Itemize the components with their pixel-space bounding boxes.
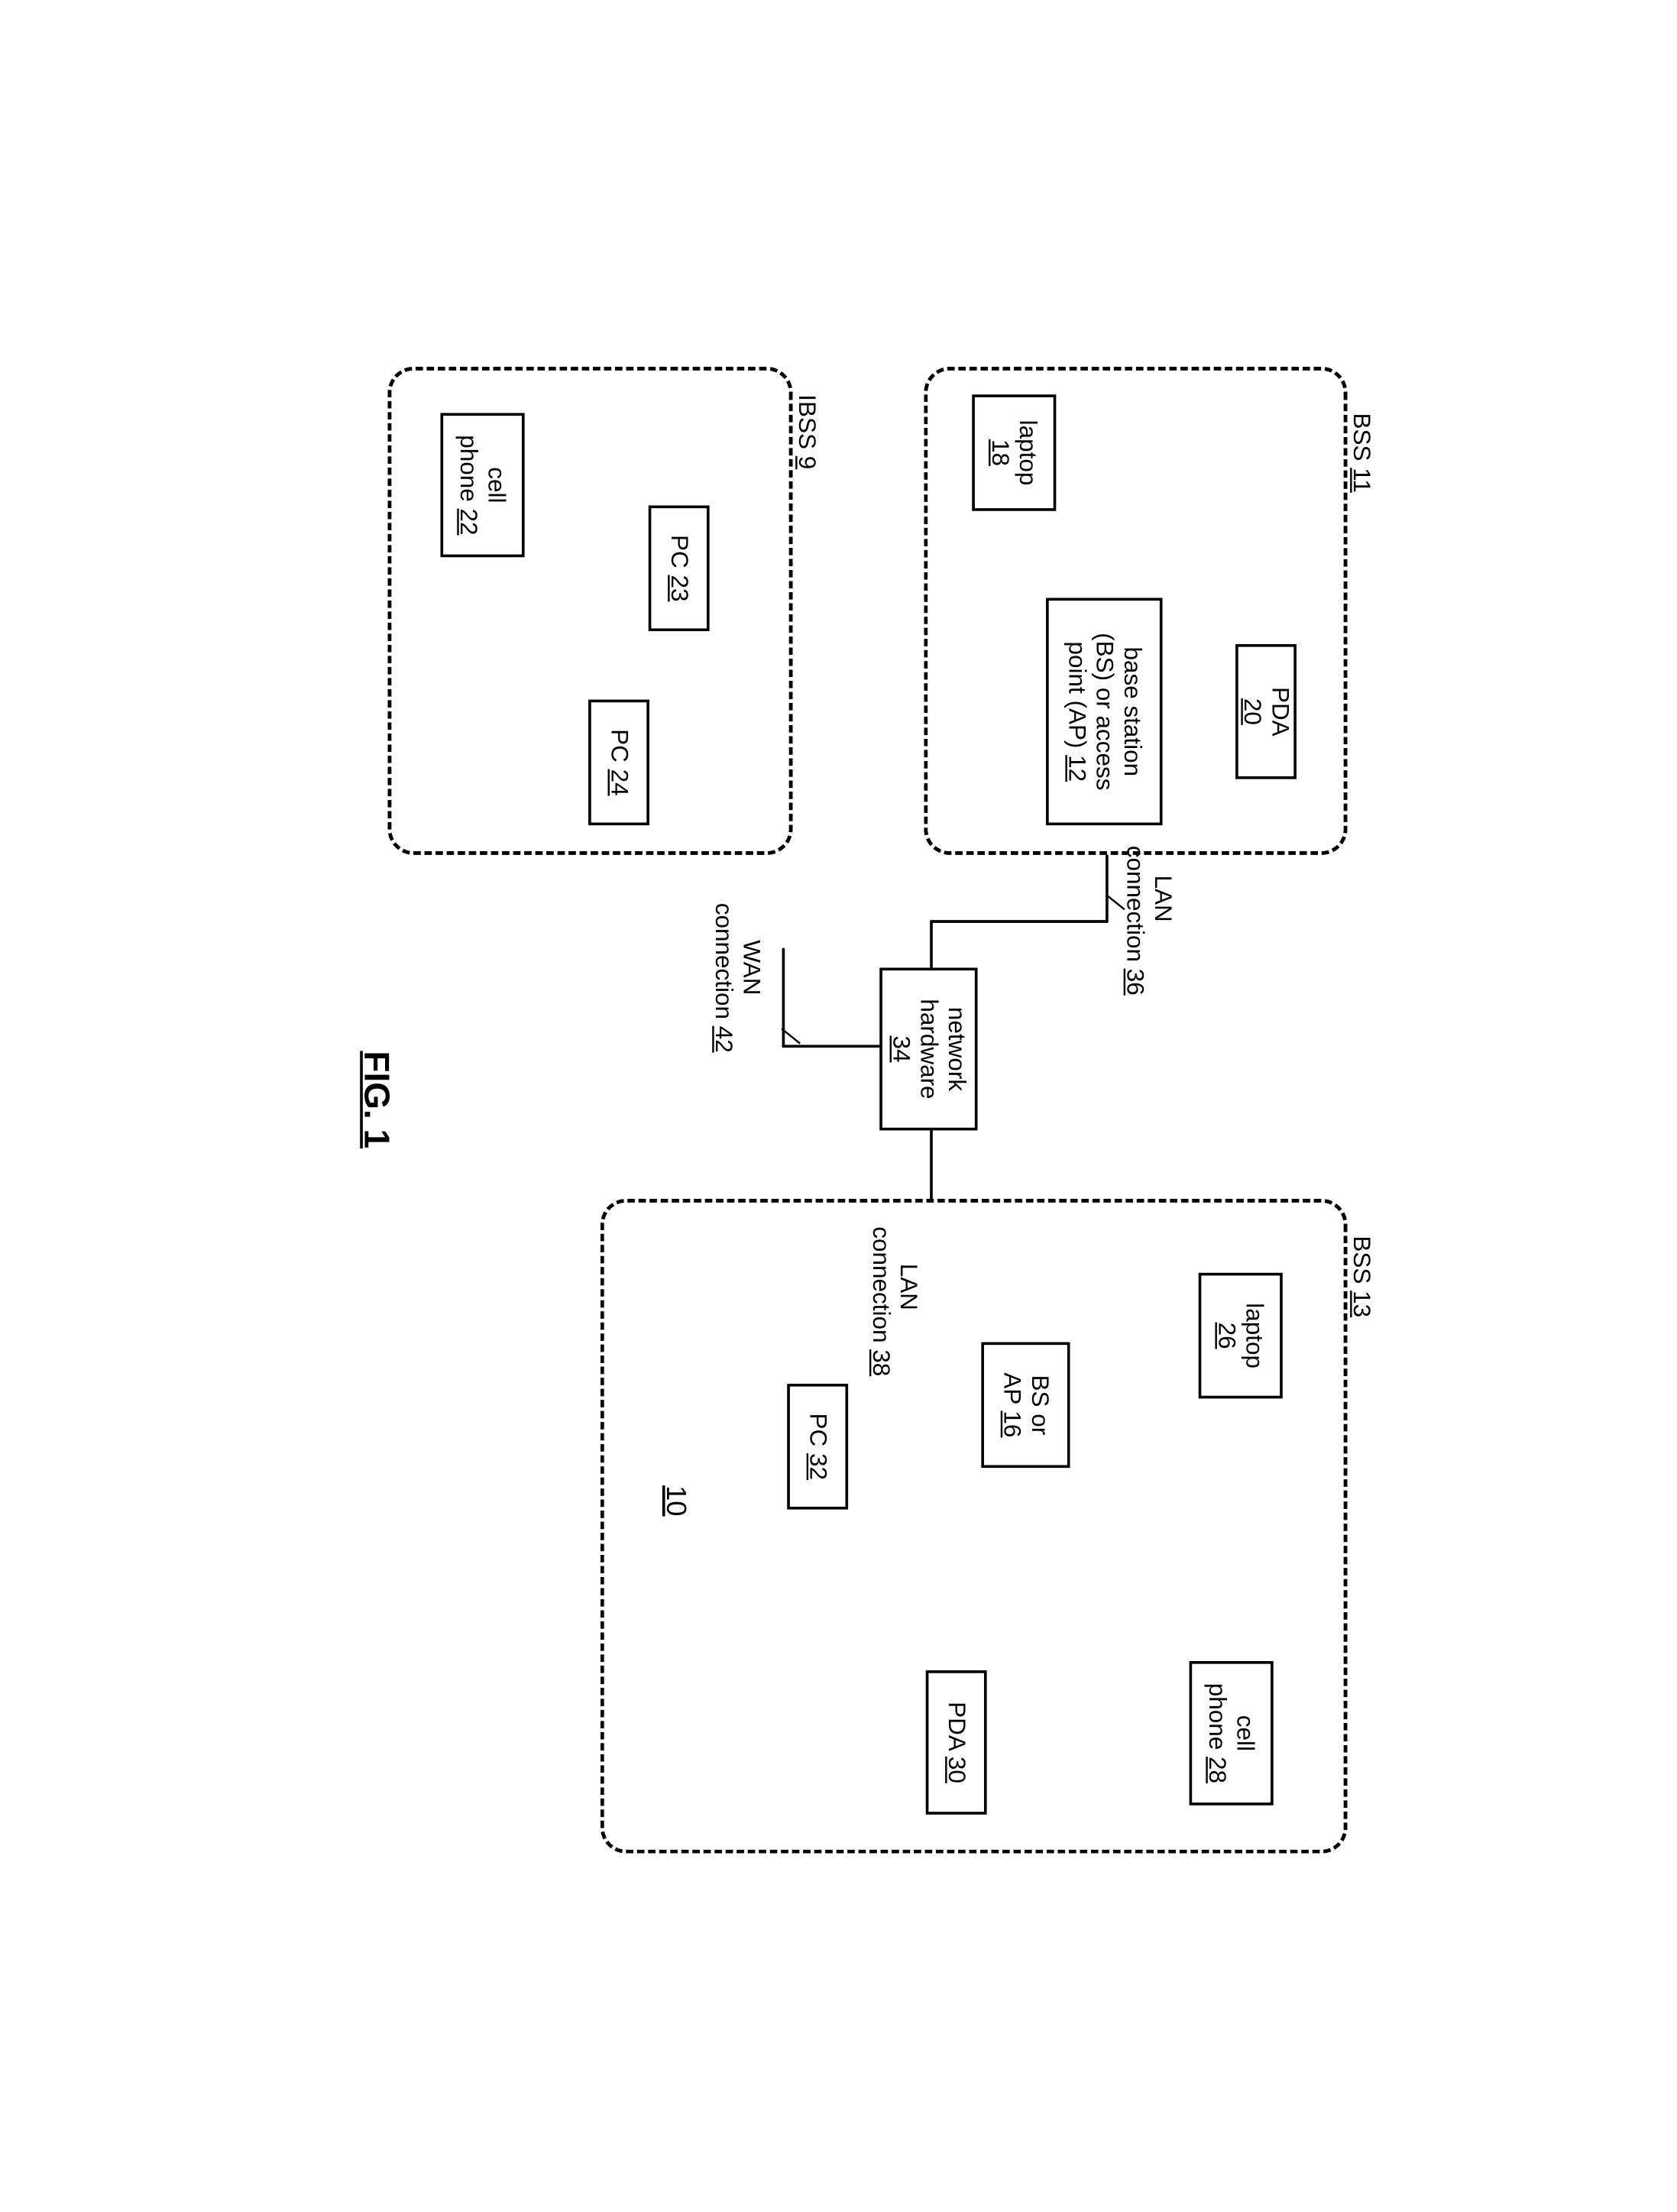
node-ap16: BS orAP 16	[981, 1342, 1070, 1468]
connection-label: connection 36	[1121, 845, 1148, 995]
node-cell22: cellphone 22	[440, 413, 524, 557]
connection-label: connection 42	[709, 902, 737, 1052]
group-title-ibss9: IBSS 9	[792, 394, 820, 469]
node-pc23: PC 23	[648, 505, 709, 631]
connection-label: WAN	[737, 940, 765, 995]
group-title-bss11: BSS 11	[1347, 413, 1374, 492]
node-cell28: cellphone 28	[1189, 1661, 1273, 1806]
diagram-stage: BSS 11 IBSS 9 BSS 13 laptop18 PDA20 base stat…	[303, 338, 1375, 1874]
node-laptop26: laptop26	[1198, 1272, 1282, 1398]
node-ap12: base station(BS) or accesspoint (AP) 12	[1046, 598, 1162, 825]
connection-label: connection 38	[866, 1226, 894, 1376]
node-pda30: PDA 30	[925, 1670, 986, 1815]
leader-tick	[781, 1028, 799, 1043]
node-laptop18: laptop18	[972, 394, 1056, 510]
connection-label: LAN	[1148, 875, 1176, 921]
connection-label: LAN	[894, 1263, 921, 1310]
node-pda20: PDA20	[1235, 644, 1297, 779]
node-nethw34: networkhardware34	[879, 967, 977, 1130]
node-pc32: PC 32	[787, 1384, 848, 1510]
group-title-bss13: BSS 13	[1347, 1236, 1374, 1317]
figure-label: FIG. 1	[355, 1051, 395, 1148]
node-pc24: PC 24	[588, 699, 649, 825]
figure-label: 10	[659, 1485, 691, 1516]
